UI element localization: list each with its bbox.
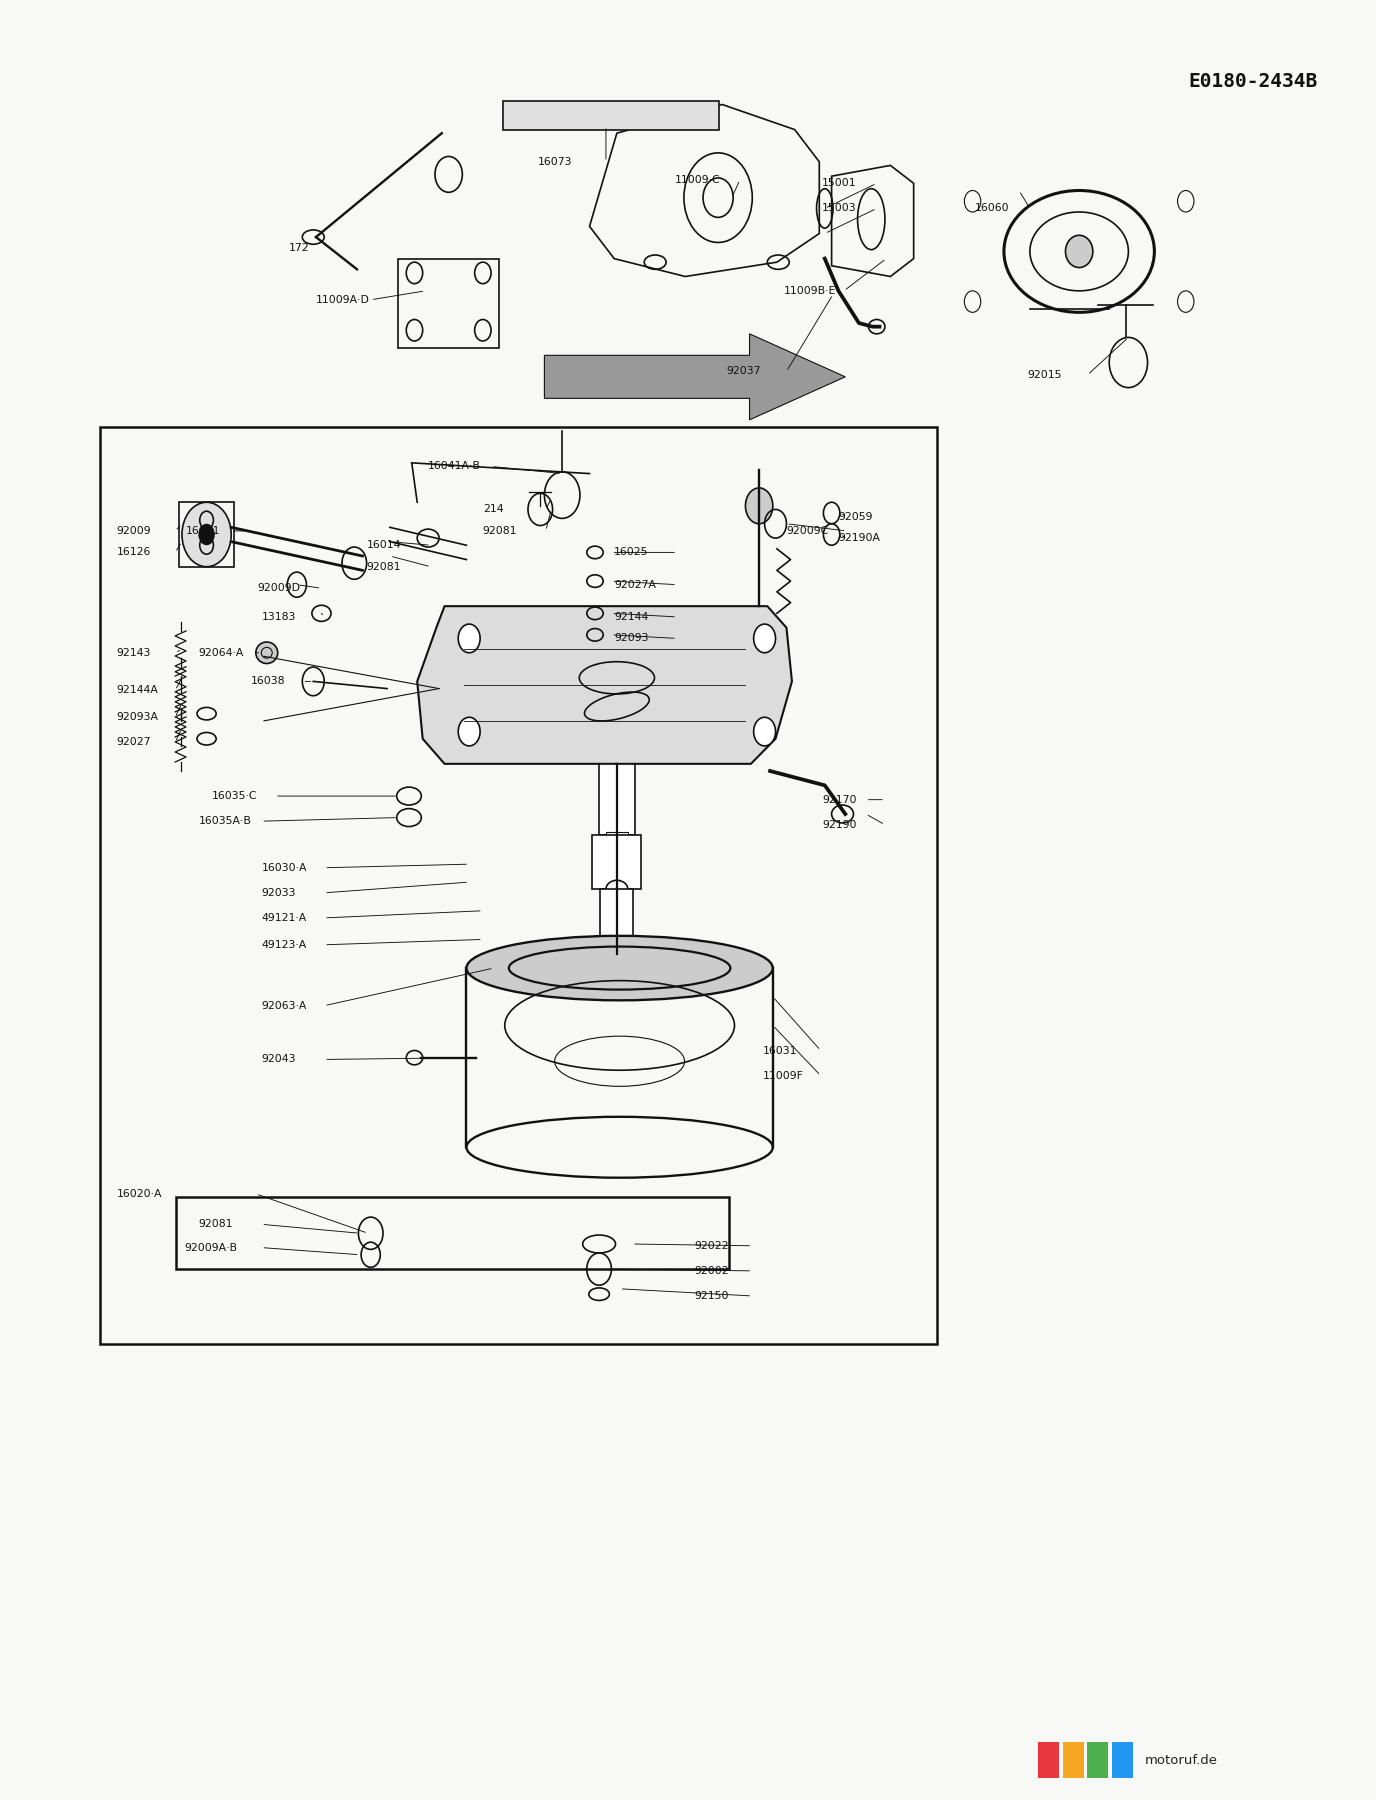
Text: 92170: 92170 xyxy=(821,794,856,805)
Text: 92144A: 92144A xyxy=(117,686,158,695)
Text: 92009D: 92009D xyxy=(257,583,300,594)
Text: 16031: 16031 xyxy=(764,1046,798,1055)
Text: 49123·A: 49123·A xyxy=(261,940,307,950)
Text: 172: 172 xyxy=(289,243,310,252)
Circle shape xyxy=(182,502,231,567)
Bar xyxy=(1087,1742,1108,1778)
Text: 16030·A: 16030·A xyxy=(261,862,307,873)
Bar xyxy=(594,936,638,968)
Text: 11009·C: 11009·C xyxy=(674,175,720,185)
Text: 92081: 92081 xyxy=(366,562,400,572)
Text: 16126: 16126 xyxy=(117,547,151,558)
Text: 92033: 92033 xyxy=(261,887,296,898)
Text: 92015: 92015 xyxy=(1026,371,1062,380)
Ellipse shape xyxy=(256,643,278,664)
Text: 92043: 92043 xyxy=(261,1055,296,1064)
Text: 92027A: 92027A xyxy=(614,580,656,590)
Ellipse shape xyxy=(1065,236,1093,268)
Text: 16035·C: 16035·C xyxy=(212,790,257,801)
Text: 92081: 92081 xyxy=(198,1219,233,1229)
Text: 16038: 16038 xyxy=(250,677,285,686)
Text: 92063·A: 92063·A xyxy=(261,1001,307,1012)
Text: 92002: 92002 xyxy=(695,1265,729,1276)
Text: E0180-2434B: E0180-2434B xyxy=(1187,72,1317,92)
Text: 92081: 92081 xyxy=(483,526,517,536)
Text: 16041A·B: 16041A·B xyxy=(428,461,482,472)
Bar xyxy=(1062,1742,1084,1778)
Bar xyxy=(100,427,937,1345)
Text: 16041: 16041 xyxy=(186,526,220,536)
Text: 92009C: 92009C xyxy=(787,526,828,536)
Bar xyxy=(605,832,627,846)
Circle shape xyxy=(754,716,776,745)
Text: 92190A: 92190A xyxy=(838,533,881,544)
Text: 92144: 92144 xyxy=(614,612,648,623)
Text: 92093: 92093 xyxy=(614,634,648,643)
Text: 92064·A: 92064·A xyxy=(198,648,244,657)
Text: 92150: 92150 xyxy=(695,1291,729,1301)
Text: 92190: 92190 xyxy=(821,819,856,830)
Text: 16020·A: 16020·A xyxy=(117,1188,162,1199)
Circle shape xyxy=(458,716,480,745)
Text: 214: 214 xyxy=(483,504,504,515)
Bar xyxy=(599,763,634,835)
Text: motoruf.de: motoruf.de xyxy=(1145,1753,1218,1766)
Bar xyxy=(592,835,641,889)
Text: 92009: 92009 xyxy=(117,526,151,536)
Text: 49121·A: 49121·A xyxy=(261,913,307,923)
Polygon shape xyxy=(545,333,845,419)
Ellipse shape xyxy=(605,880,627,898)
Text: 92143: 92143 xyxy=(117,648,151,657)
Bar xyxy=(504,101,720,130)
Text: 92022: 92022 xyxy=(695,1240,729,1251)
Text: 92093A: 92093A xyxy=(117,713,158,722)
Ellipse shape xyxy=(746,488,773,524)
Text: 92009A·B: 92009A·B xyxy=(184,1242,238,1253)
Text: 92059: 92059 xyxy=(838,511,872,522)
Text: 13183: 13183 xyxy=(261,612,296,623)
Text: 15003: 15003 xyxy=(821,203,857,214)
Circle shape xyxy=(754,625,776,653)
Bar xyxy=(1112,1742,1132,1778)
Text: 92027: 92027 xyxy=(117,738,151,747)
Text: 92037: 92037 xyxy=(727,367,761,376)
Text: 16014: 16014 xyxy=(366,540,400,551)
Polygon shape xyxy=(417,607,793,763)
Bar xyxy=(176,1197,729,1269)
Text: 16073: 16073 xyxy=(538,157,572,167)
Circle shape xyxy=(458,625,480,653)
Text: 11009B·E: 11009B·E xyxy=(784,286,837,295)
Text: 11009A·D: 11009A·D xyxy=(316,295,370,304)
Bar xyxy=(1038,1742,1060,1778)
Text: 16025: 16025 xyxy=(614,547,648,558)
Ellipse shape xyxy=(466,936,773,1001)
Text: 16060: 16060 xyxy=(976,203,1010,214)
Circle shape xyxy=(198,524,215,545)
Text: 15001: 15001 xyxy=(821,178,857,189)
Text: 16035A·B: 16035A·B xyxy=(198,815,252,826)
Bar xyxy=(600,889,633,940)
Text: 11009F: 11009F xyxy=(764,1071,804,1080)
